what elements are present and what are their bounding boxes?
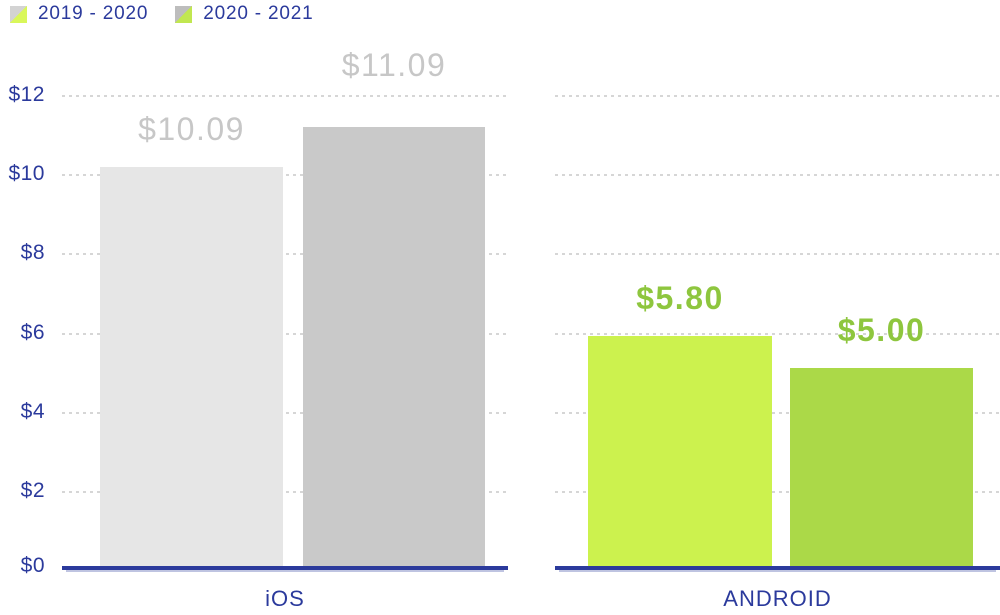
x-axis-label-android: ANDROID <box>723 586 832 611</box>
y-axis-tick-2: $2 <box>20 479 45 502</box>
bar-rect <box>303 127 485 566</box>
bar-rect <box>588 336 772 566</box>
gridline <box>555 491 1000 493</box>
legend-label: 2019 - 2020 <box>38 3 149 24</box>
y-axis-tick-6: $6 <box>20 321 45 344</box>
y-axis-tick-12: $12 <box>8 83 45 106</box>
bar-android-2020-2021: $5.00 <box>790 313 973 566</box>
y-axis-tick-8: $8 <box>20 241 45 264</box>
bar-ios-2019-2020: $10.09 <box>100 112 283 566</box>
y-axis-tick-10: $10 <box>8 162 45 185</box>
gridline <box>555 333 1000 335</box>
legend-label: 2020 - 2021 <box>203 3 314 24</box>
x-axis-label-ios: iOS <box>265 586 305 611</box>
diagonal-split-square-icon <box>175 5 193 23</box>
gridline <box>62 333 508 335</box>
bar-value-label: $10.09 <box>138 111 245 147</box>
gridline <box>62 174 508 176</box>
bar-ios-2020-2021: $11.09 <box>303 48 485 566</box>
gridline <box>62 412 508 414</box>
chart-legend: 2019 - 2020 2020 - 2021 <box>10 3 313 25</box>
y-axis-tick-0: $0 <box>20 554 45 577</box>
gridline <box>555 95 1000 97</box>
legend-item-2019-2020: 2019 - 2020 <box>10 3 148 25</box>
chart-panel-ios: $10.09 $11.09 <box>62 48 508 570</box>
gridline <box>555 174 1000 176</box>
gridline <box>62 95 508 97</box>
bar-rect <box>100 167 283 566</box>
bar-value-label: $11.09 <box>341 47 447 83</box>
gridline <box>62 491 508 493</box>
gridline <box>62 253 508 255</box>
gridline <box>555 253 1000 255</box>
legend-item-2020-2021: 2020 - 2021 <box>175 3 313 25</box>
bar-value-label: $5.00 <box>837 312 926 348</box>
y-axis-tick-4: $4 <box>20 400 45 423</box>
chart-panel-android: $5.80 $5.00 <box>555 95 1000 570</box>
bar-rect <box>790 368 973 566</box>
bar-android-2019-2020: $5.80 <box>588 281 772 566</box>
diagonal-split-square-icon <box>10 5 27 23</box>
gridline <box>555 412 1000 414</box>
bar-value-label: $5.80 <box>636 280 724 316</box>
